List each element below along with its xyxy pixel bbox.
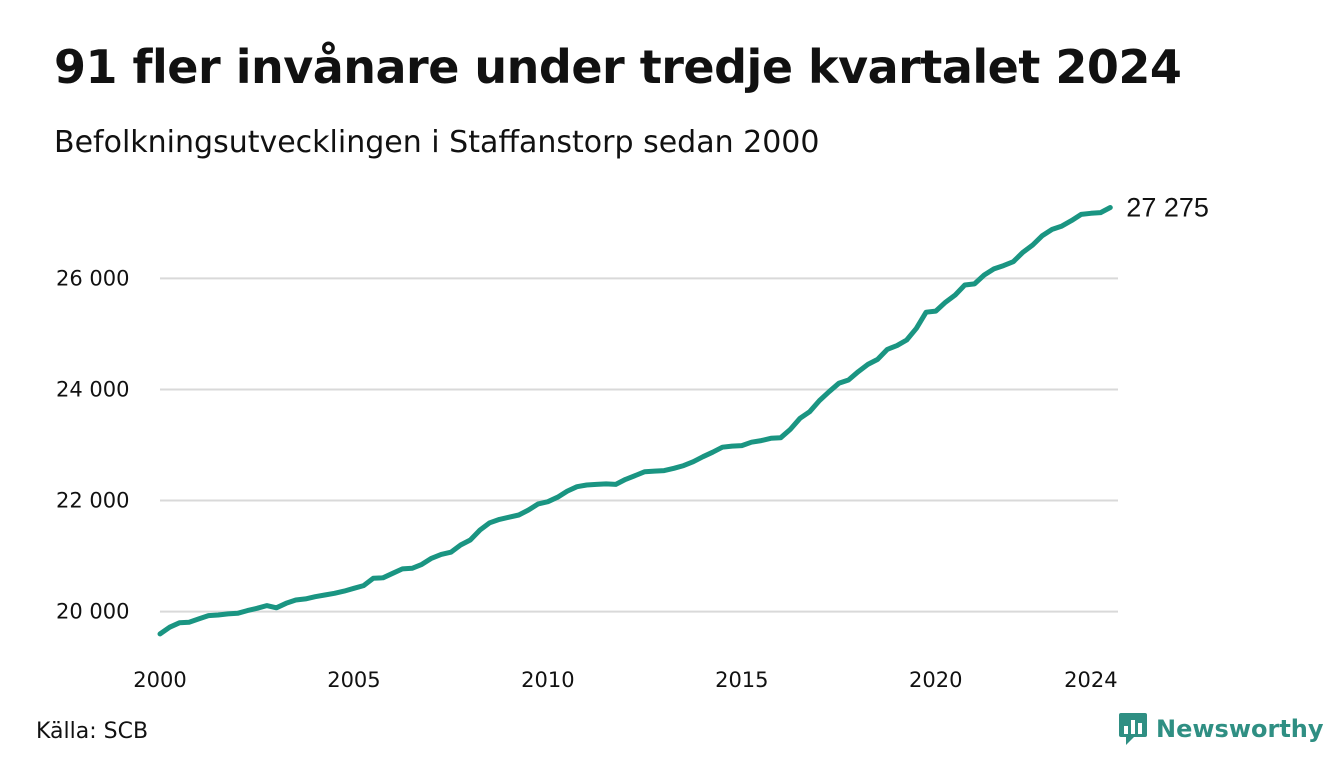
x-tick-label: 2000	[133, 668, 186, 692]
y-tick-label: 26 000	[56, 266, 129, 290]
gridlines	[160, 277, 1118, 613]
chart-title: 91 fler invånare under tredje kvartalet …	[54, 40, 1182, 94]
y-axis-tick-labels: 20 000 22 000 24 000 26 000	[56, 266, 129, 623]
population-series-line	[157, 205, 1113, 637]
newsworthy-logo: Newsworthy	[1118, 712, 1324, 746]
y-tick-label: 24 000	[56, 377, 129, 401]
chart-subtitle: Befolkningsutvecklingen i Staffanstorp s…	[54, 125, 820, 160]
brand-name: Newsworthy	[1156, 715, 1324, 743]
last-value-label: 27 275	[1126, 193, 1209, 223]
y-tick-label: 22 000	[56, 489, 129, 513]
x-axis-tick-labels: 2000 2005 2010 2015 2020 2024	[133, 668, 1117, 692]
y-tick-label: 20 000	[56, 600, 129, 624]
x-tick-label: 2010	[521, 668, 574, 692]
x-tick-label: 2024	[1064, 668, 1117, 692]
source-note: Källa: SCB	[36, 719, 149, 744]
bar-chart-speech-bubble-icon	[1118, 712, 1148, 746]
x-tick-label: 2005	[327, 668, 380, 692]
x-tick-label: 2015	[715, 668, 768, 692]
x-tick-label: 2020	[909, 668, 962, 692]
